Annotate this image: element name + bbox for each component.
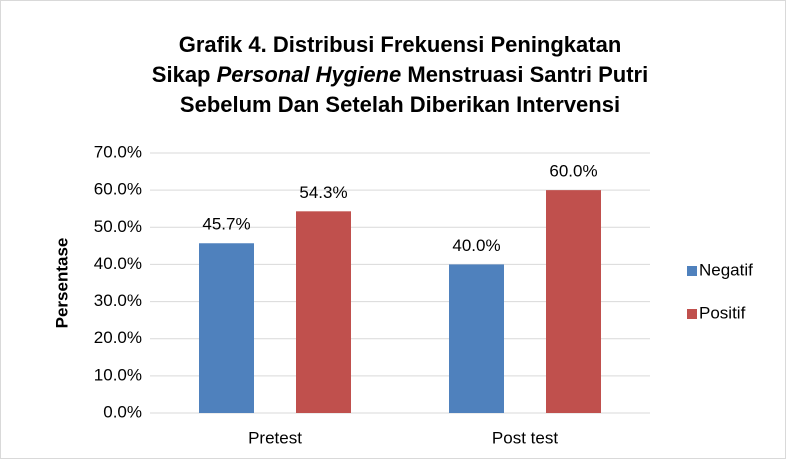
x-tick-label: Post test: [492, 428, 558, 447]
bar: [199, 243, 254, 413]
y-tick-label: 50.0%: [94, 217, 142, 236]
legend-swatch: [687, 266, 697, 276]
legend-label: Positif: [699, 303, 746, 322]
y-tick-label: 0.0%: [103, 402, 142, 421]
y-tick-label: 60.0%: [94, 180, 142, 199]
data-label: 54.3%: [299, 183, 347, 202]
y-tick-label: 30.0%: [94, 291, 142, 310]
chart-title: Sikap Personal Hygiene Menstruasi Santri…: [152, 62, 648, 87]
bar: [449, 264, 504, 413]
y-axis-label: Persentase: [52, 238, 71, 329]
data-label: 40.0%: [452, 236, 500, 255]
title-part: Sikap: [152, 62, 217, 87]
data-label: 60.0%: [549, 162, 597, 181]
bar: [296, 211, 351, 413]
title-part: Personal Hygiene: [217, 62, 402, 87]
chart-title: Grafik 4. Distribusi Frekuensi Peningkat…: [179, 32, 622, 57]
y-tick-label: 10.0%: [94, 365, 142, 384]
chart-title: Sebelum Dan Setelah Diberikan Intervensi: [180, 92, 620, 117]
y-tick-label: 70.0%: [94, 142, 142, 161]
data-label: 45.7%: [202, 215, 250, 234]
x-tick-label: Pretest: [248, 428, 302, 447]
legend-label: Negatif: [699, 260, 753, 279]
legend-swatch: [687, 309, 697, 319]
title-part: Menstruasi Santri Putri: [401, 62, 648, 87]
y-tick-label: 40.0%: [94, 254, 142, 273]
y-tick-label: 20.0%: [94, 328, 142, 347]
bar: [546, 190, 601, 413]
